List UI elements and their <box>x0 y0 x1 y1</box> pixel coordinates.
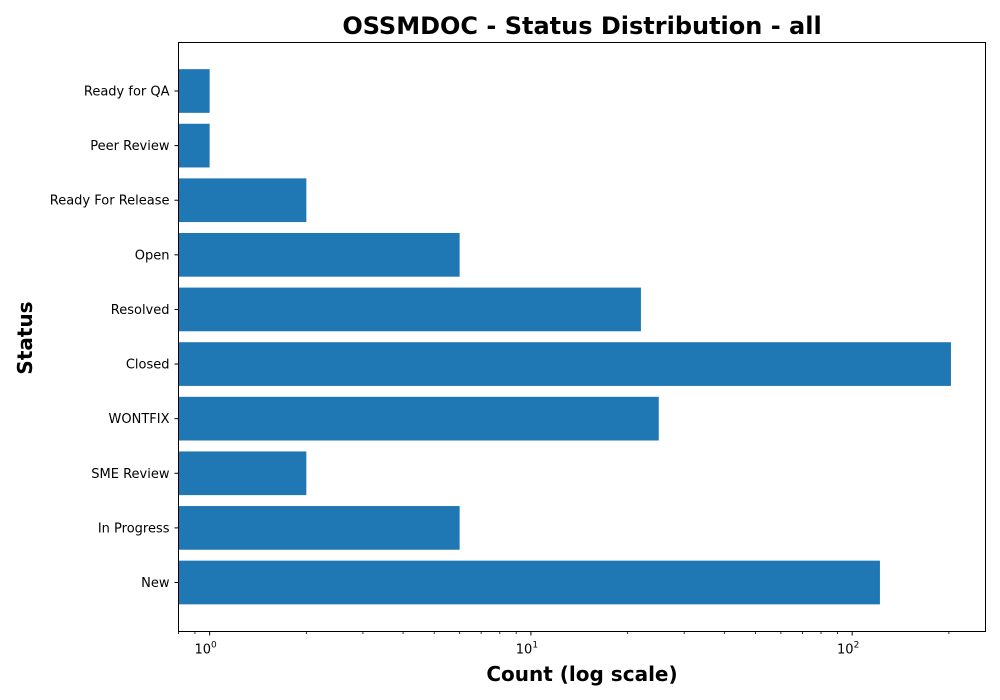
y-tick-label: Ready for QA <box>84 85 170 100</box>
bar-wontfix <box>178 396 659 441</box>
bar-ready-for-release <box>178 178 307 223</box>
chart-title: OSSMDOC - Status Distribution - all <box>342 12 821 40</box>
bar-sme-review <box>178 451 307 496</box>
bar-in-progress <box>178 506 460 550</box>
x-tick-label: 100 <box>194 641 217 658</box>
y-tick-label: In Progress <box>98 521 170 536</box>
y-tick-label: Ready For Release <box>50 194 170 209</box>
bar-peer-review <box>178 123 210 168</box>
y-tick-label: Peer Review <box>90 139 170 154</box>
bar-closed <box>178 342 951 386</box>
x-tick-label: 102 <box>837 641 859 658</box>
y-axis-ticks: New In Progress SME Review WONTFIX Closed Res… <box>50 85 179 591</box>
bar-open <box>178 232 460 277</box>
y-tick-label: SME Review <box>91 467 170 482</box>
bar-resolved <box>178 287 641 332</box>
x-axis-ticks: 100 101 102 <box>178 631 950 658</box>
x-tick-label: 101 <box>516 641 538 658</box>
y-tick-label: New <box>141 576 170 591</box>
y-axis-label: Status <box>13 301 37 374</box>
bars-group <box>178 69 951 605</box>
plot-area-frame <box>178 42 986 632</box>
y-tick-label: Open <box>135 248 170 263</box>
x-axis-label: Count (log scale) <box>486 662 677 686</box>
bar-new <box>178 560 880 605</box>
y-tick-label: Closed <box>126 358 170 373</box>
y-tick-label: WONTFIX <box>109 412 170 427</box>
bar-ready-for-qa <box>178 69 210 113</box>
y-tick-label: Resolved <box>111 303 170 318</box>
